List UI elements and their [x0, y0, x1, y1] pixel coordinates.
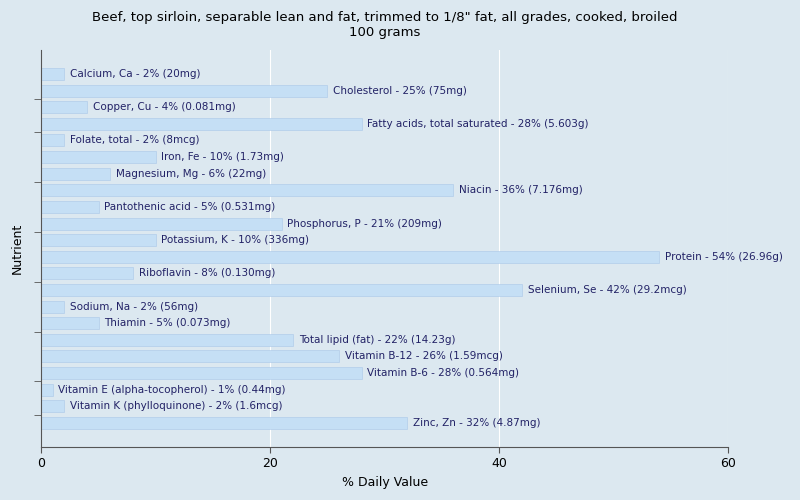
Text: Folate, total - 2% (8mcg): Folate, total - 2% (8mcg): [70, 136, 199, 145]
Text: Vitamin K (phylloquinone) - 2% (1.6mcg): Vitamin K (phylloquinone) - 2% (1.6mcg): [70, 402, 282, 411]
Bar: [42, 184, 454, 196]
Bar: [42, 218, 282, 230]
Text: Vitamin E (alpha-tocopherol) - 1% (0.44mg): Vitamin E (alpha-tocopherol) - 1% (0.44m…: [58, 384, 286, 394]
Text: Copper, Cu - 4% (0.081mg): Copper, Cu - 4% (0.081mg): [93, 102, 235, 112]
Bar: [42, 384, 53, 396]
Text: Riboflavin - 8% (0.130mg): Riboflavin - 8% (0.130mg): [138, 268, 275, 278]
Bar: [42, 284, 522, 296]
Bar: [42, 84, 327, 96]
Title: Beef, top sirloin, separable lean and fat, trimmed to 1/8" fat, all grades, cook: Beef, top sirloin, separable lean and fa…: [92, 11, 678, 39]
Bar: [42, 168, 110, 179]
Bar: [42, 251, 659, 262]
Bar: [42, 102, 87, 113]
Y-axis label: Nutrient: Nutrient: [11, 223, 24, 274]
Bar: [42, 134, 64, 146]
Bar: [42, 367, 362, 379]
Bar: [42, 400, 64, 412]
Text: Protein - 54% (26.96g): Protein - 54% (26.96g): [665, 252, 782, 262]
Text: Cholesterol - 25% (75mg): Cholesterol - 25% (75mg): [333, 86, 467, 96]
Bar: [42, 334, 293, 346]
Text: Iron, Fe - 10% (1.73mg): Iron, Fe - 10% (1.73mg): [162, 152, 284, 162]
Text: Total lipid (fat) - 22% (14.23g): Total lipid (fat) - 22% (14.23g): [298, 335, 455, 345]
Text: Niacin - 36% (7.176mg): Niacin - 36% (7.176mg): [459, 186, 582, 196]
Text: Vitamin B-12 - 26% (1.59mcg): Vitamin B-12 - 26% (1.59mcg): [345, 352, 502, 362]
Text: Zinc, Zn - 32% (4.87mg): Zinc, Zn - 32% (4.87mg): [413, 418, 541, 428]
Bar: [42, 300, 64, 312]
Text: Magnesium, Mg - 6% (22mg): Magnesium, Mg - 6% (22mg): [116, 168, 266, 178]
Bar: [42, 317, 98, 329]
Bar: [42, 68, 64, 80]
Bar: [42, 234, 156, 246]
Text: Thiamin - 5% (0.073mg): Thiamin - 5% (0.073mg): [104, 318, 230, 328]
Text: Pantothenic acid - 5% (0.531mg): Pantothenic acid - 5% (0.531mg): [104, 202, 275, 212]
X-axis label: % Daily Value: % Daily Value: [342, 476, 428, 489]
Text: Fatty acids, total saturated - 28% (5.603g): Fatty acids, total saturated - 28% (5.60…: [367, 119, 589, 129]
Text: Sodium, Na - 2% (56mg): Sodium, Na - 2% (56mg): [70, 302, 198, 312]
Bar: [42, 350, 339, 362]
Bar: [42, 268, 133, 280]
Text: Selenium, Se - 42% (29.2mcg): Selenium, Se - 42% (29.2mcg): [528, 285, 686, 295]
Bar: [42, 151, 156, 163]
Bar: [42, 417, 407, 429]
Bar: [42, 201, 98, 213]
Text: Calcium, Ca - 2% (20mg): Calcium, Ca - 2% (20mg): [70, 69, 201, 79]
Text: Vitamin B-6 - 28% (0.564mg): Vitamin B-6 - 28% (0.564mg): [367, 368, 519, 378]
Text: Phosphorus, P - 21% (209mg): Phosphorus, P - 21% (209mg): [287, 218, 442, 228]
Text: Potassium, K - 10% (336mg): Potassium, K - 10% (336mg): [162, 235, 310, 245]
Bar: [42, 118, 362, 130]
